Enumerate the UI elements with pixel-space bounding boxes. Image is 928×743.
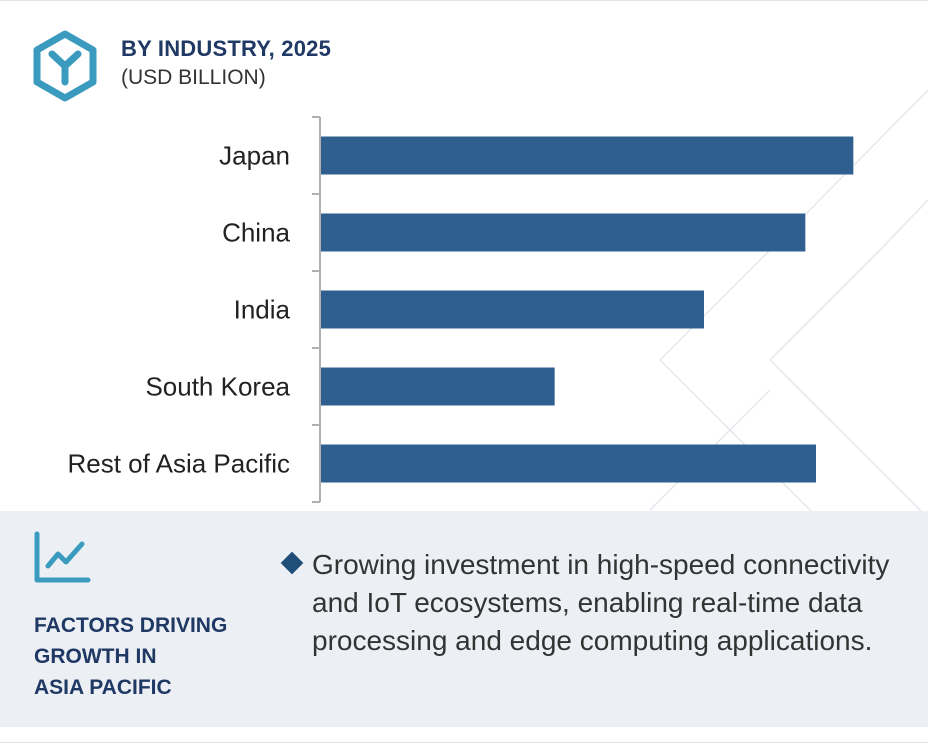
category-label: China <box>222 218 290 248</box>
category-label: Rest of Asia Pacific <box>67 449 290 479</box>
bar-chart: Japan China India South Korea Rest of Asia P… <box>67 116 854 503</box>
bars-layer <box>320 136 854 483</box>
factors-title: FACTORS DRIVING GROWTH IN ASIA PACIFIC <box>34 610 274 703</box>
factors-title-line: ASIA PACIFIC <box>34 676 172 699</box>
y-axis <box>312 116 321 503</box>
factors-panel <box>0 511 928 727</box>
bar-south-korea <box>320 367 555 406</box>
factors-title-line: GROWTH IN <box>34 645 157 668</box>
category-label: India <box>234 295 291 325</box>
trend-line-icon <box>34 531 91 583</box>
hexagon-y-logo-icon <box>33 30 97 102</box>
category-label: South Korea <box>145 372 290 402</box>
chart-subtitle: (USD BILLION) <box>121 66 266 89</box>
category-label: Japan <box>219 141 290 171</box>
bar-china <box>320 213 806 252</box>
bar-india <box>320 290 704 329</box>
bar-rest-of-asia-pacific <box>320 444 816 483</box>
factors-title-line: FACTORS DRIVING <box>34 614 228 637</box>
chart-title: BY INDUSTRY, 2025 <box>121 36 332 61</box>
bar-japan <box>320 136 854 175</box>
category-labels-layer: Japan China India South Korea Rest of Asia P… <box>67 141 290 479</box>
factor-bullet-text: Growing investment in high-speed connect… <box>312 549 890 656</box>
